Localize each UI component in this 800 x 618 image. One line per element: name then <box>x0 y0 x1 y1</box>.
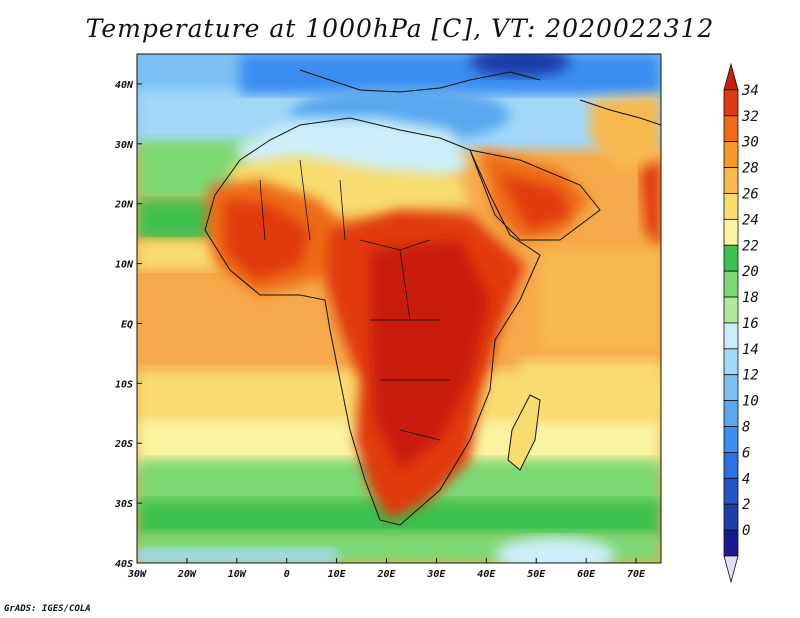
colorbar-label: 2 <box>742 497 750 513</box>
colorbar-label: 14 <box>742 342 759 358</box>
colorbar-label: 8 <box>742 420 750 436</box>
lon-tick-label: 20E <box>376 569 396 580</box>
colorbar-box <box>723 322 739 350</box>
chart-title: Temperature at 1000hPa [C], VT: 20200223… <box>85 14 715 43</box>
colorbar-top-arrow <box>723 62 739 91</box>
latitude-axis: 40N 30N 20N 10N EQ 10S 20S 30S 40S <box>114 80 142 570</box>
lon-tick-label: 10E <box>328 569 347 580</box>
lon-tick-label: 0 <box>284 569 290 580</box>
colorbar-box <box>723 452 739 479</box>
colorbar-label: 4 <box>742 471 750 487</box>
colorbar-box <box>723 374 739 402</box>
colorbar-box <box>723 244 739 272</box>
colorbar-label: 16 <box>742 316 759 332</box>
colorbar-label: 26 <box>742 186 759 202</box>
colorbar-label: 10 <box>742 394 759 410</box>
colorbar-label: 30 <box>741 135 759 151</box>
colorbar-box <box>723 270 739 298</box>
colorbar-box <box>723 141 739 168</box>
longitude-axis: 30W 20W 10W 0 10E 20E 30E 40E 50E 60E 70E <box>127 558 646 580</box>
colorbar-label: 28 <box>742 161 759 177</box>
colorbar-label: 6 <box>742 445 750 461</box>
lon-tick-label: 20W <box>177 569 197 580</box>
colorbar-label: 34 <box>741 83 759 99</box>
colorbar-box <box>723 426 739 453</box>
grads-credit: GrADS: IGES/COLA <box>4 604 91 614</box>
lat-tick-label: 30N <box>114 140 134 151</box>
lon-tick-label: 60E <box>577 569 596 580</box>
colorbar-box <box>723 115 739 143</box>
colorbar-label: 18 <box>742 290 759 306</box>
lon-tick-label: 50E <box>527 569 546 580</box>
lat-tick-label: 40N <box>115 80 134 91</box>
colorbar-box <box>723 89 739 117</box>
colorbar-box <box>723 348 739 376</box>
colorbar-label: 0 <box>742 523 750 539</box>
lon-tick-label: 30W <box>127 569 147 580</box>
colorbar-label: 22 <box>742 238 759 254</box>
colorbar-label: 24 <box>742 212 759 228</box>
colorbar-box <box>723 167 739 194</box>
colorbar-box <box>723 218 739 246</box>
colorbar-box <box>723 529 739 557</box>
lon-tick-label: 30E <box>426 569 446 580</box>
colorbar-box <box>723 193 739 220</box>
colorbar-label: 12 <box>742 368 759 384</box>
lon-tick-label: 70E <box>627 569 646 580</box>
colorbar-box <box>723 503 739 531</box>
colorbar-boxes <box>723 62 739 584</box>
temperature-field <box>137 54 661 563</box>
colorbar-bottom-arrow <box>723 555 739 584</box>
colorbar-box <box>723 400 739 427</box>
lat-tick-label: 10S <box>115 379 133 390</box>
lon-tick-label: 10W <box>228 569 247 580</box>
lat-tick-label: 30S <box>114 499 133 510</box>
colorbar-box <box>723 477 739 505</box>
lat-tick-label: 20N <box>114 200 134 211</box>
lat-tick-label: 10N <box>115 260 134 271</box>
colorbar-label: 20 <box>742 264 759 280</box>
lat-tick-label: 40S <box>115 559 133 570</box>
map-frame <box>136 53 662 564</box>
lat-tick-label: 20S <box>114 439 133 450</box>
colorbar-box <box>723 296 739 324</box>
lat-tick-label: EQ <box>121 319 133 330</box>
colorbar-label: 32 <box>741 109 759 125</box>
lon-tick-label: 40E <box>477 569 496 580</box>
